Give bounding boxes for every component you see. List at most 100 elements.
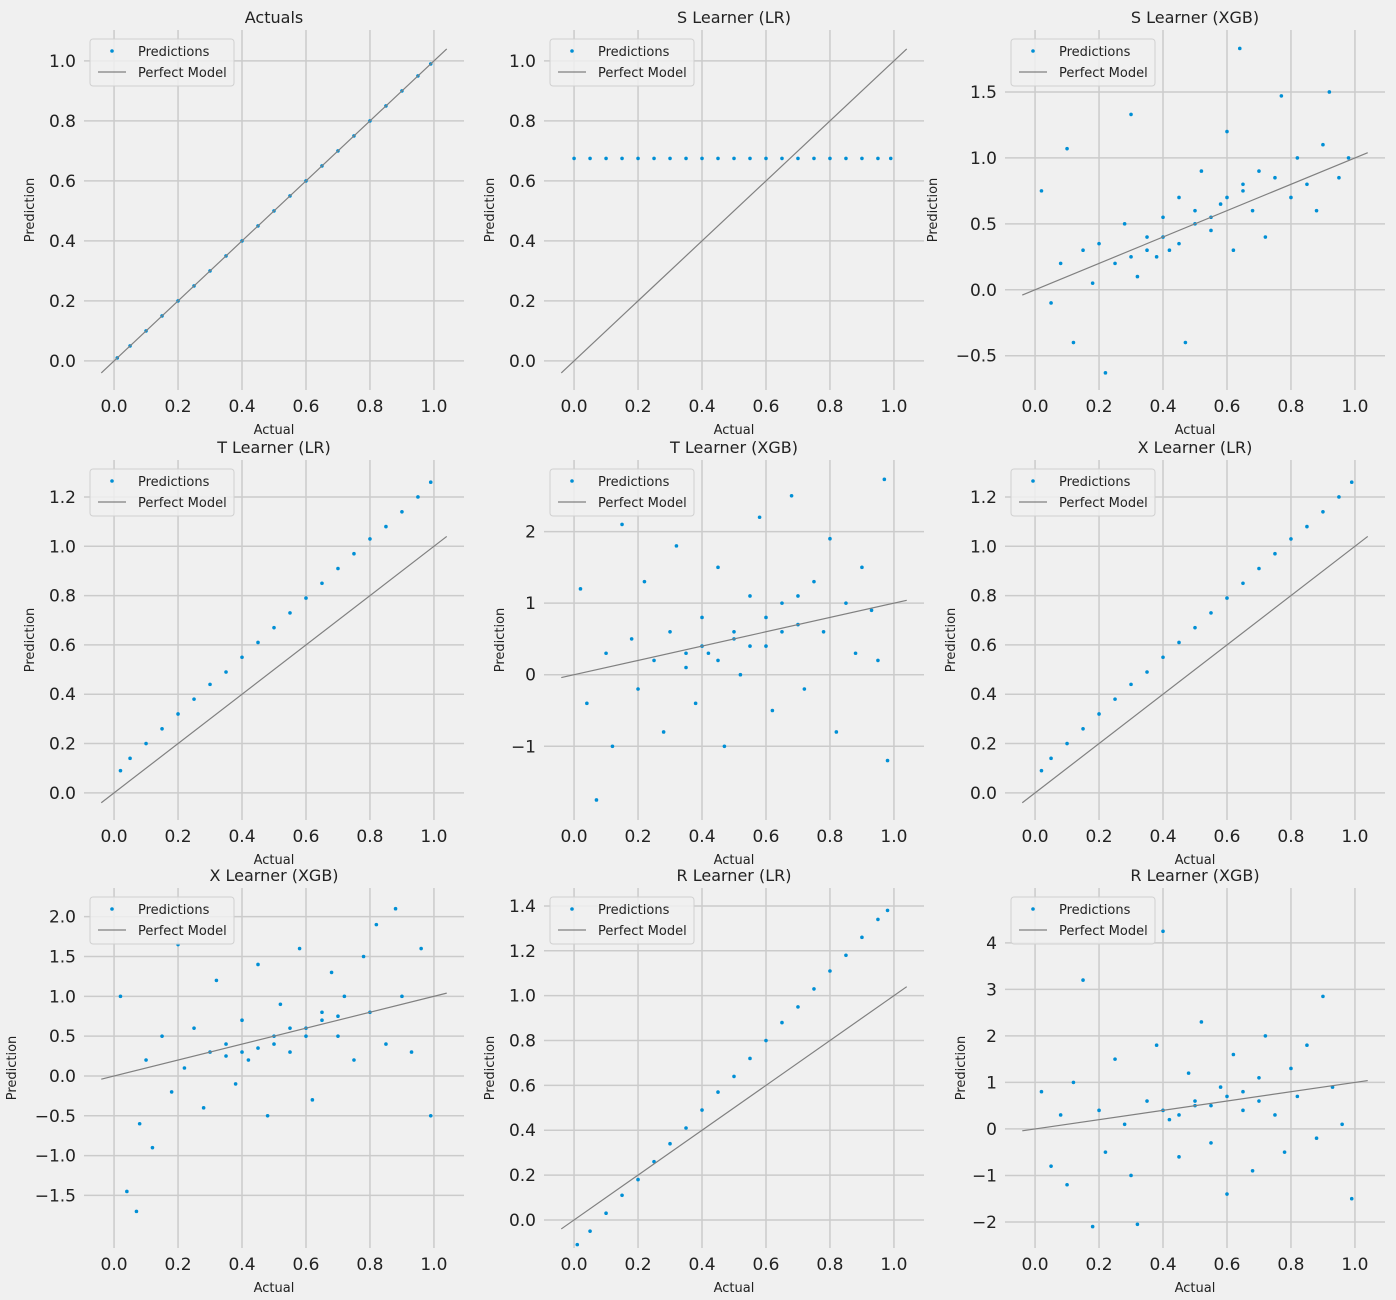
y-tick-label: 0.2: [509, 1166, 536, 1186]
legend-box: [549, 38, 695, 87]
prediction-point: [1209, 1141, 1213, 1145]
prediction-point: [885, 908, 890, 913]
prediction-point: [661, 730, 666, 734]
prediction-point: [802, 687, 807, 691]
prediction-point: [1145, 235, 1149, 239]
prediction-point: [748, 594, 752, 598]
y-tick-label: 0.6: [49, 636, 76, 656]
y-tick-label: 0.4: [509, 1121, 536, 1141]
prediction-point: [224, 1042, 228, 1046]
legend-label-perfect-model: Perfect Model: [1059, 66, 1148, 81]
prediction-point: [748, 1056, 752, 1061]
prediction-point: [160, 726, 164, 731]
prediction-point: [1237, 46, 1242, 51]
prediction-point: [882, 477, 887, 482]
subplot: 0.0 0.2 0.4 0.6 0.8 1.0 0.0 0.2 0.4 0.6 0.8 1.0 S Le…: [483, 8, 924, 438]
legend-label-predictions: Predictions: [1059, 45, 1131, 60]
prediction-point: [240, 1018, 244, 1023]
prediction-point: [796, 594, 800, 598]
prediction-point: [192, 1026, 196, 1030]
x-tick-label: 0.6: [1213, 827, 1240, 847]
prediction-point: [700, 1108, 704, 1112]
prediction-point: [1241, 189, 1245, 193]
legend-box: [89, 896, 235, 945]
prediction-point: [1193, 1099, 1197, 1103]
prediction-point: [256, 640, 260, 645]
prediction-point: [265, 1113, 270, 1118]
legend: Predictions Perfect Model: [89, 38, 235, 87]
x-tick-label: 0.4: [688, 397, 715, 417]
prediction-point: [748, 156, 752, 161]
prediction-point: [1071, 1080, 1076, 1085]
legend-label-predictions: Predictions: [1059, 903, 1131, 918]
prediction-point: [272, 1042, 276, 1046]
prediction-point: [1122, 1122, 1127, 1127]
perfect-model-line: [100, 535, 448, 804]
x-tick-label: 0.6: [1213, 397, 1240, 417]
prediction-point: [336, 1034, 340, 1038]
prediction-point: [169, 1090, 174, 1094]
prediction-point: [288, 1050, 292, 1054]
prediction-point: [1065, 1182, 1069, 1187]
prediction-point: [604, 156, 608, 161]
prediction-point: [384, 524, 388, 529]
prediction-point: [1263, 235, 1268, 239]
x-tick-label: 0.6: [752, 827, 779, 847]
prediction-point: [1349, 1196, 1354, 1201]
prediction-point: [329, 970, 334, 975]
prediction-point: [1129, 255, 1133, 259]
perfect-model-line: [101, 992, 447, 1080]
prediction-point: [853, 651, 858, 656]
prediction-point: [594, 798, 599, 802]
prediction-point: [812, 156, 816, 161]
x-tick-label: 0.2: [1086, 397, 1113, 417]
prediction-point: [812, 579, 816, 584]
prediction-point: [716, 658, 720, 663]
subplot: 0.0 0.2 0.4 0.6 0.8 1.0 −1 0 1 2 T Learner (XGB) Ac…: [493, 438, 924, 868]
x-tick-label: 1.0: [880, 827, 907, 847]
y-axis-label: Prediction: [944, 608, 959, 673]
x-tick-label: 0.6: [752, 1255, 779, 1275]
y-tick-label: 0.8: [509, 112, 536, 132]
prediction-point: [1039, 768, 1044, 773]
x-axis-label: Actual: [714, 1281, 755, 1296]
prediction-point: [716, 1090, 720, 1094]
prediction-point: [1295, 156, 1300, 160]
prediction-point: [1282, 1150, 1287, 1154]
legend-label-predictions: Predictions: [1059, 475, 1131, 490]
prediction-point: [352, 1058, 356, 1062]
y-tick-label: 0.0: [509, 1211, 536, 1231]
prediction-point: [1103, 1150, 1108, 1154]
prediction-point: [620, 156, 624, 161]
x-tick-label: 0.0: [101, 397, 128, 417]
prediction-point: [320, 581, 324, 586]
x-tick-label: 0.2: [165, 827, 192, 847]
x-tick-label: 0.4: [1149, 827, 1176, 847]
prediction-point: [1177, 241, 1181, 246]
prediction-point: [1199, 1020, 1204, 1024]
y-tick-label: 0.8: [509, 1032, 536, 1052]
y-tick-label: 1: [525, 594, 536, 614]
legend-marker-predictions: [110, 479, 114, 483]
prediction-point: [1167, 248, 1172, 253]
y-tick-label: 0.0: [970, 281, 997, 301]
x-tick-label: 0.0: [561, 1255, 588, 1275]
legend-label-perfect-model: Perfect Model: [138, 66, 227, 81]
prediction-point: [1321, 994, 1325, 999]
prediction-point: [1193, 625, 1197, 630]
prediction-point: [361, 954, 366, 959]
prediction-point: [1231, 1052, 1236, 1057]
prediction-point: [1241, 182, 1245, 187]
x-tick-label: 0.6: [292, 397, 319, 417]
y-tick-label: 0.0: [49, 1067, 76, 1087]
prediction-point: [233, 1082, 238, 1086]
x-tick-label: 0.2: [625, 397, 652, 417]
legend: Predictions Perfect Model: [1010, 896, 1156, 945]
prediction-point: [748, 644, 752, 648]
prediction-point: [1289, 1066, 1293, 1071]
legend-marker-predictions: [1031, 49, 1035, 53]
x-axis-label: Actual: [254, 1281, 295, 1296]
legend-marker-predictions: [110, 907, 114, 911]
prediction-point: [684, 665, 688, 670]
prediction-point: [610, 744, 615, 749]
